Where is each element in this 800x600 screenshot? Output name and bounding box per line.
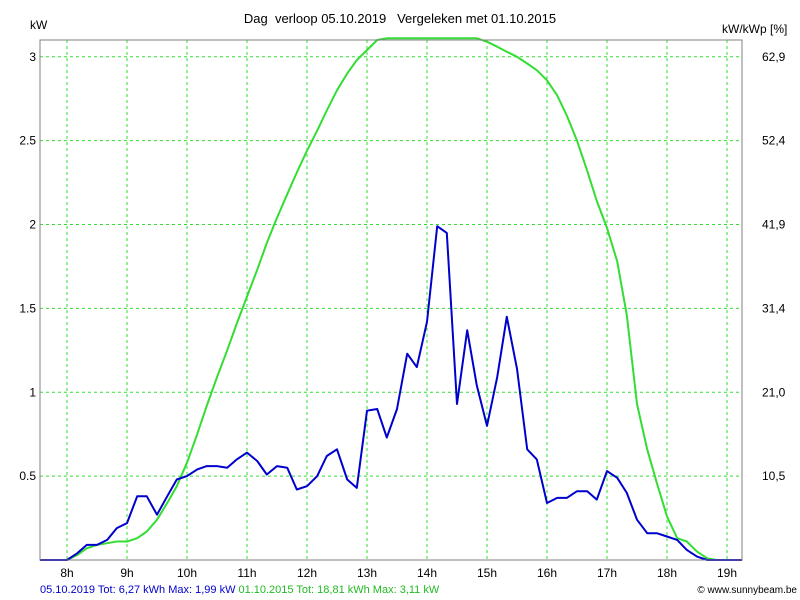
tick-labels: 8h 9h 10h 11h 12h 13h 14h 15h 16h 17h 18h 19h 0.5 1 1.… — [19, 50, 785, 580]
legend-series-1: 05.10.2019 Tot: 6,27 kWh Max: 1,99 kW — [40, 584, 236, 596]
y-right-tick-label-4: 52,4 — [762, 134, 786, 148]
plot-background — [40, 40, 742, 560]
x-tick-label-5: 13h — [357, 566, 377, 580]
credit-text: © www.sunnybeam.be — [697, 585, 797, 596]
x-tick-label-1: 9h — [120, 566, 133, 580]
y-right-tick-label-2: 31,4 — [762, 301, 786, 315]
x-tick-label-8: 16h — [537, 566, 557, 580]
x-tick-label-9: 17h — [597, 566, 617, 580]
y-left-tick-label-2: 1.5 — [19, 301, 36, 315]
x-tick-label-10: 18h — [657, 566, 677, 580]
y-left-tick-label-5: 3 — [29, 50, 36, 64]
x-tick-label-3: 11h — [237, 566, 256, 580]
series-line-05-10-2019 — [40, 225, 742, 561]
x-tick-label-6: 14h — [417, 566, 437, 580]
series-line-01-10-2015 — [40, 37, 742, 561]
y-left-tick-label-0: 0.5 — [19, 469, 36, 483]
x-tick-label-11: 19h — [717, 566, 737, 580]
x-tick-label-2: 10h — [177, 566, 197, 580]
y-right-tick-label-5: 62,9 — [762, 50, 786, 64]
left-axis-unit: kW — [30, 18, 48, 32]
legend-series-2: 01.10.2015 Tot: 18,81 kWh Max: 3,11 kW — [238, 584, 439, 596]
y-left-tick-label-4: 2.5 — [19, 134, 36, 148]
y-right-tick-label-1: 21,0 — [762, 385, 786, 399]
x-tick-label-7: 15h — [477, 566, 497, 580]
series-layer — [40, 37, 742, 561]
footer-legend: 05.10.2019 Tot: 6,27 kWh Max: 1,99 kW 01.… — [40, 584, 440, 596]
x-tick-label-4: 12h — [297, 566, 317, 580]
y-right-tick-label-3: 41,9 — [762, 218, 786, 232]
plot-frame — [39, 39, 743, 561]
right-axis-unit: kW/kWp [%] — [722, 22, 787, 36]
chart-title: Dag verloop 05.10.2019 Vergeleken met 01… — [244, 11, 556, 26]
y-right-tick-label-0: 10,5 — [762, 469, 786, 483]
grid — [40, 40, 742, 560]
y-left-tick-label-3: 2 — [29, 218, 36, 232]
y-left-tick-label-1: 1 — [29, 385, 36, 399]
x-tick-label-0: 8h — [60, 566, 73, 580]
